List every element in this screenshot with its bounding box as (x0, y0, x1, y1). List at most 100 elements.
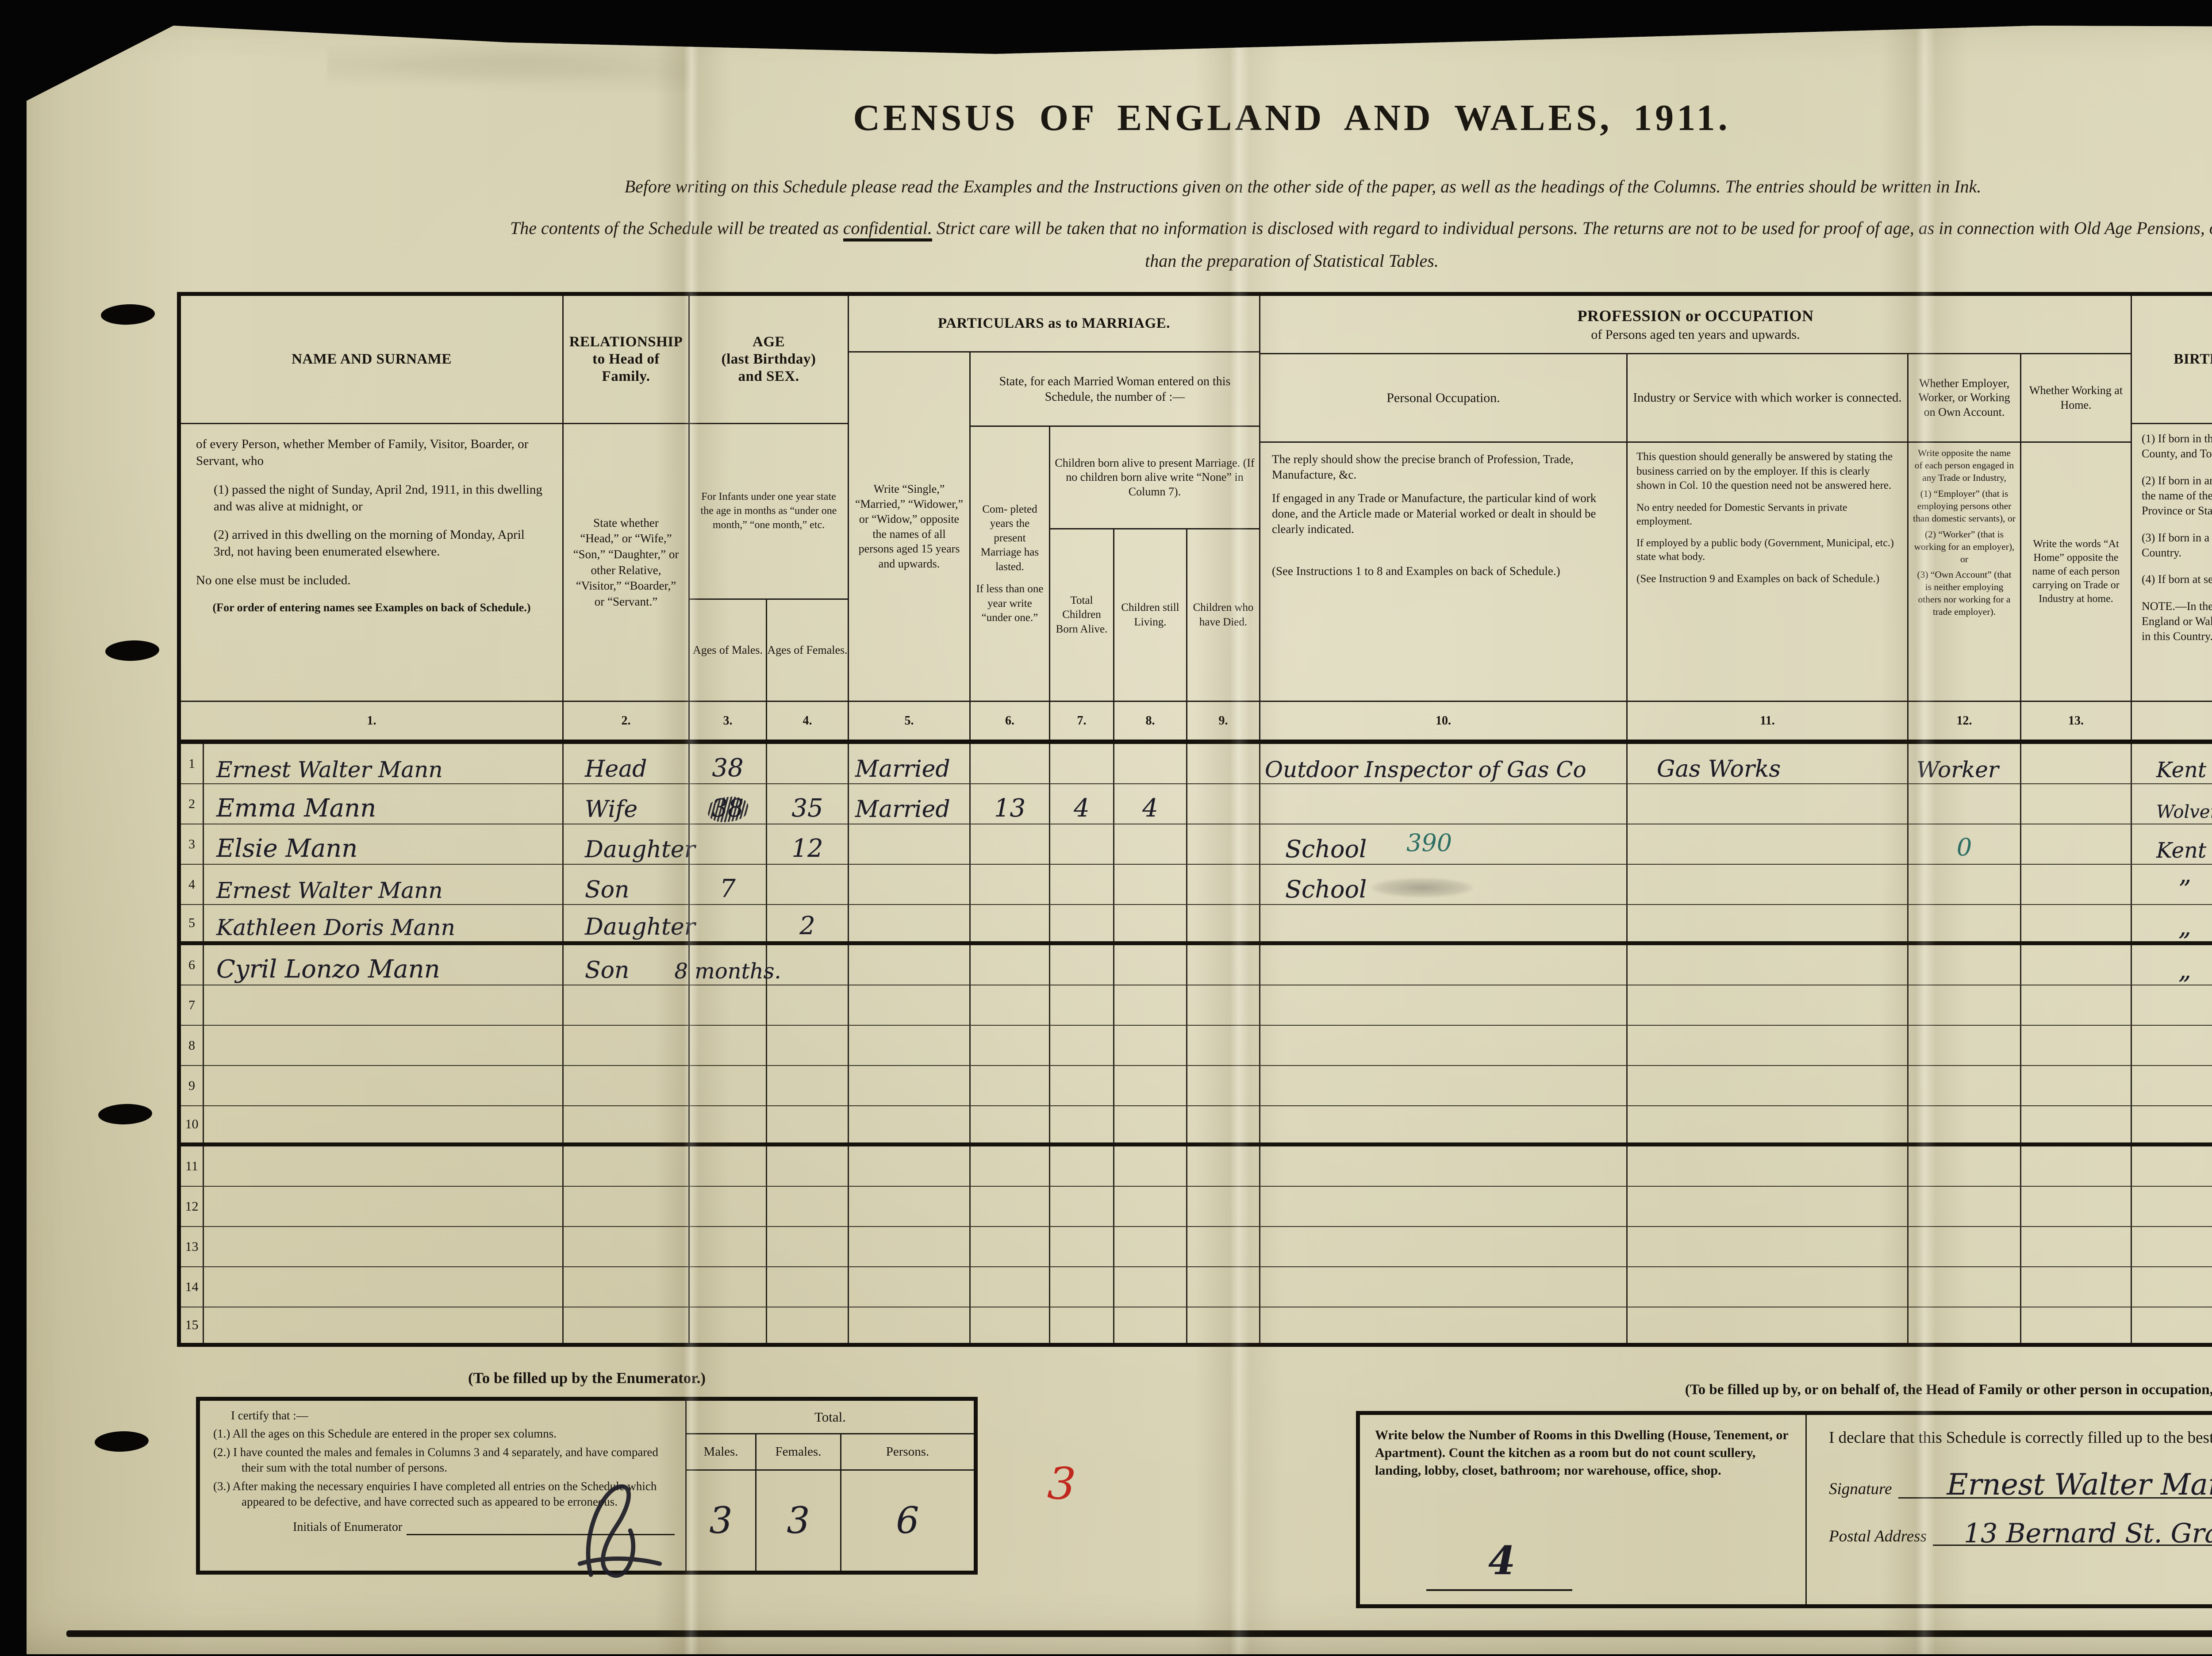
row1-birthplace: Kent Gravesend (2132, 744, 2212, 783)
row12-n: 12 (181, 1187, 204, 1226)
ink-bleed-through (327, 39, 690, 92)
row11-occupation (1260, 1146, 1628, 1186)
row1-relationship: Head (564, 744, 690, 783)
row13-years_married (971, 1227, 1050, 1266)
row5-children_born (1050, 905, 1114, 941)
row9-industry (1628, 1066, 1909, 1105)
table-row-14: 14 (181, 1267, 2212, 1307)
row10-occupation (1260, 1106, 1628, 1142)
row8-marriage (849, 1026, 971, 1065)
rooms-value: 4 (1488, 1537, 1516, 1583)
row11-industry (1628, 1146, 1909, 1186)
row11-age_f (767, 1146, 849, 1186)
table-row-11: 11 (181, 1146, 2212, 1187)
row2-n: 2 (181, 784, 204, 824)
table-header: NAME AND SURNAME of every Person, whethe… (181, 296, 2212, 702)
row2-marriage: Married (849, 784, 971, 824)
colnum-3: 3. (690, 702, 767, 740)
row4-children_living (1114, 865, 1187, 904)
row3-industry (1628, 824, 1909, 864)
row3-name: Elsie Mann (204, 824, 564, 864)
row9-at_home (2021, 1066, 2132, 1105)
colnum-14: 14. (2132, 702, 2212, 740)
row11-children_died (1187, 1146, 1260, 1186)
confidential-line-2: than the preparation of Statistical Tabl… (1145, 251, 1439, 271)
row15-children_born (1050, 1307, 1114, 1343)
colnum-11: 11. (1628, 702, 1909, 740)
row14-age_f (767, 1267, 849, 1307)
row10-relationship (564, 1106, 690, 1142)
row9-relationship (564, 1066, 690, 1105)
postal-address-value: 13 Bernard St. Gravesend Kent. (1964, 1518, 2212, 1549)
green-code-occupation: 953 (1436, 744, 1485, 746)
ditto-mark: ” (2178, 875, 2191, 904)
row13-relationship (564, 1227, 690, 1266)
row3-relationship: Daughter (564, 824, 695, 864)
name-title: NAME AND SURNAME (292, 351, 452, 368)
row7-birthplace (2132, 985, 2212, 1025)
row5-n: 5 (181, 905, 204, 941)
header-marriage-group: PARTICULARS as to MARRIAGE. Write “Singl… (849, 296, 1260, 701)
row13-age_m (690, 1227, 767, 1266)
row8-name (204, 1026, 564, 1065)
row8-age_m (690, 1026, 767, 1065)
row7-at_home (2021, 985, 2132, 1025)
row12-children_died (1187, 1187, 1260, 1226)
row6-at_home (2021, 945, 2132, 985)
row12-children_born (1050, 1187, 1114, 1226)
row7-relationship (564, 985, 690, 1025)
row4-children_died (1187, 865, 1260, 904)
row2-children_living: 4 (1114, 784, 1187, 824)
row10-children_living (1114, 1106, 1187, 1142)
row1-at_home (2021, 744, 2132, 783)
row7-years_married (971, 985, 1050, 1025)
row7-age_f (767, 985, 849, 1025)
signature-value: Ernest Walter Mann (1947, 1468, 2212, 1502)
row1-marriage: Married (849, 744, 971, 783)
confidential-underlined: confidential. (843, 218, 932, 242)
header-birthplace-column: BIRTHPLACE of every person. (1) If born … (2132, 296, 2212, 701)
row9-children_died (1187, 1066, 1260, 1105)
signature-line: Ernest Walter Mann (1898, 1466, 2212, 1502)
table-row-7: 7 (181, 985, 2212, 1026)
postal-address-line: 13 Bernard St. Gravesend Kent. (1933, 1514, 2212, 1549)
row4-occupation: School (1260, 865, 1628, 904)
row5-at_home (2021, 905, 2132, 941)
row11-n: 11 (181, 1146, 204, 1186)
table-row-15: 15 (181, 1307, 2212, 1343)
row3-occupation: School 390 (1260, 824, 1628, 864)
ditto-mark: „ (2178, 912, 2192, 941)
row8-relationship (564, 1026, 690, 1065)
signature-label: Signature (1829, 1480, 1892, 1499)
row12-occupation (1260, 1187, 1628, 1226)
enumerator-box: I certify that :— (1.) All the ages on t… (196, 1397, 978, 1578)
row6-children_born (1050, 945, 1114, 985)
row9-employer (1909, 1066, 2021, 1105)
females-total-value: 3 (787, 1499, 810, 1542)
row10-name (204, 1106, 564, 1142)
row5-marriage (849, 905, 971, 941)
row8-employer (1909, 1026, 2021, 1065)
row13-name (204, 1227, 564, 1266)
row13-birthplace (2132, 1227, 2212, 1266)
row11-at_home (2021, 1146, 2132, 1186)
census-table: NAME AND SURNAME of every Person, whethe… (177, 292, 2212, 1347)
row3-years_married (971, 824, 1050, 864)
row9-years_married (971, 1066, 1050, 1105)
row6-industry (1628, 945, 1909, 985)
row3-children_died (1187, 824, 1260, 864)
enumerator-certification: I certify that :— (1.) All the ages on t… (200, 1401, 687, 1578)
table-row-10: 10 (181, 1106, 2212, 1146)
row9-occupation (1260, 1066, 1628, 1105)
row5-years_married (971, 905, 1050, 941)
colnum-7: 7. (1050, 702, 1114, 740)
row2-industry (1628, 784, 1909, 824)
row2-age_f: 35 (767, 784, 849, 824)
colnum-10: 10. (1260, 702, 1628, 740)
row4-marriage (849, 865, 971, 904)
totals-table: Total. Males. Females. Persons. 3 3 6 (687, 1401, 974, 1571)
row4-relationship: Son (564, 865, 690, 904)
